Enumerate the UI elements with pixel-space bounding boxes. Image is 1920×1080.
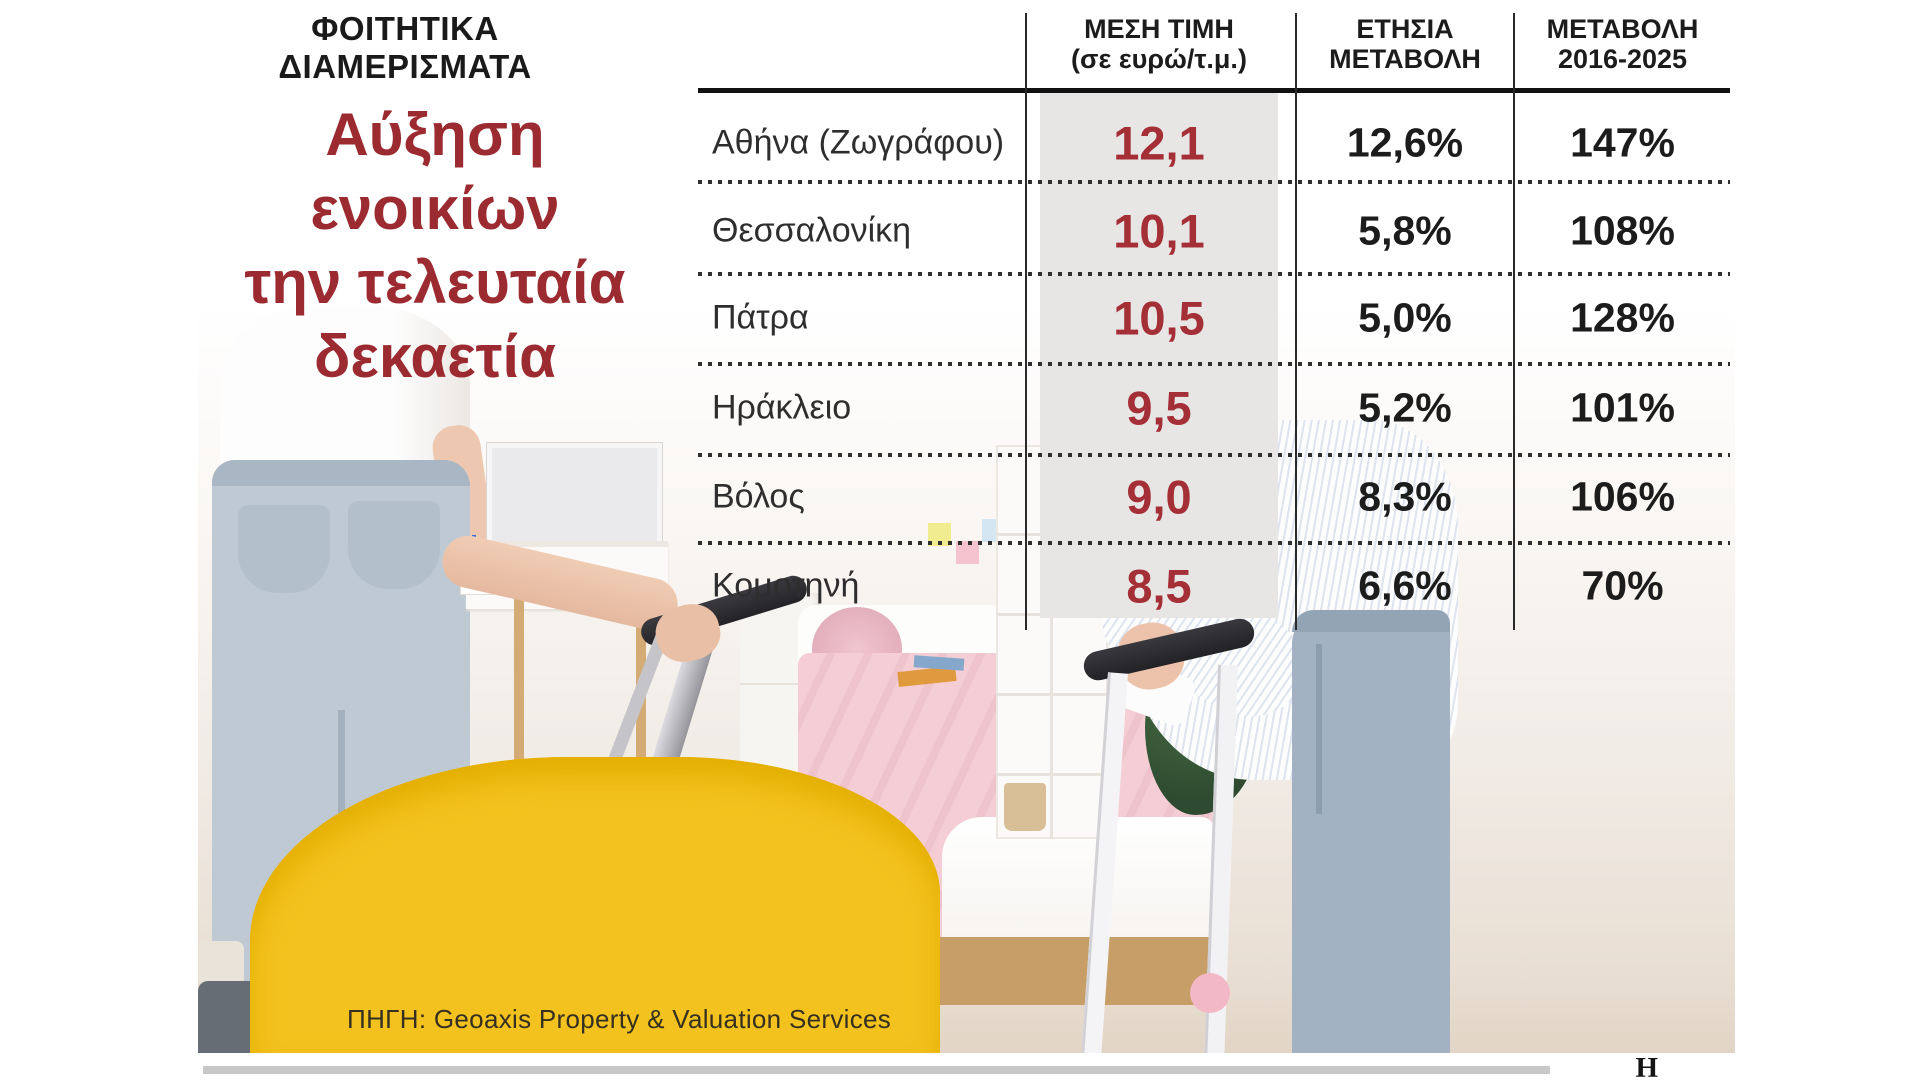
footer-rule: [203, 1066, 1550, 1074]
kicker-line-1: ΦΟΙΤΗΤΙΚΑ: [311, 10, 499, 47]
price-column-highlight: [1040, 93, 1278, 618]
decade-change-value: 108%: [1570, 207, 1675, 254]
column-divider: [1295, 13, 1297, 630]
header-annual-line1: ΕΤΗΣΙΑ: [1356, 14, 1454, 44]
annual-change-value: 6,6%: [1358, 562, 1452, 609]
yellow-beanbag-chair: [250, 757, 940, 1053]
title-line-2: ενοικίων: [310, 175, 560, 242]
city-label: Κομοτηνή: [712, 566, 860, 605]
price-value: 12,1: [1113, 116, 1205, 170]
price-value: 10,1: [1113, 204, 1205, 258]
price-value: 9,5: [1126, 381, 1192, 435]
city-label: Ηράκλειο: [712, 388, 852, 427]
kicker: ΦΟΙΤΗΤΙΚΑ ΔΙΑΜΕΡΙΣΜΑΤΑ: [210, 10, 600, 86]
decade-change-value: 101%: [1570, 384, 1675, 431]
column-divider: [1025, 13, 1027, 630]
pink-pompom: [1190, 973, 1230, 1013]
header-annual-line2: ΜΕΤΑΒΟΛΗ: [1329, 44, 1481, 74]
row-separator: [698, 180, 1730, 184]
decade-change-value: 147%: [1570, 119, 1675, 166]
price-value: 10,5: [1113, 291, 1205, 345]
title-line-4: δεκαετία: [313, 323, 557, 390]
city-label: Αθήνα (Ζωγράφου): [712, 123, 1005, 162]
kicker-line-2: ΔΙΑΜΕΡΙΣΜΑΤΑ: [278, 48, 532, 85]
decade-change-value: 106%: [1570, 473, 1675, 520]
annual-change-value: 5,2%: [1358, 384, 1452, 431]
desk-monitor: [487, 443, 662, 551]
row-separator: [698, 272, 1730, 276]
city-label: Θεσσαλονίκη: [712, 211, 912, 250]
column-header-price: ΜΕΣΗ ΤΙΜΗ (σε ευρώ/τ.μ.): [1040, 14, 1278, 74]
sticky-note: [956, 541, 979, 564]
header-decade-line2: 2016-2025: [1557, 44, 1688, 74]
annual-change-value: 12,6%: [1346, 119, 1464, 166]
annual-change-value: 8,3%: [1358, 473, 1452, 520]
annual-change-value: 5,8%: [1358, 207, 1452, 254]
row-separator: [698, 362, 1730, 366]
price-value: 9,0: [1126, 470, 1192, 524]
basket: [1004, 783, 1046, 831]
right-person-jeans: [1292, 610, 1450, 1053]
city-label: Πάτρα: [712, 298, 809, 337]
annual-change-value: 5,0%: [1358, 294, 1452, 341]
page-title: Αύξηση ενοικίων την τελευταία δεκαετία: [165, 98, 705, 394]
decade-change-value: 128%: [1570, 294, 1675, 341]
title-line-1: Αύξηση: [325, 101, 545, 168]
city-label: Βόλος: [712, 477, 805, 516]
sticky-note: [928, 523, 951, 546]
header-decade-line1: ΜΕΤΑΒΟΛΗ: [1546, 14, 1699, 44]
price-value: 8,5: [1126, 559, 1192, 613]
table-header-rule: [698, 88, 1730, 93]
jeans-pocket: [238, 505, 330, 593]
source-credit: ΠΗΓΗ: Geoaxis Property & Valuation Servi…: [347, 1004, 892, 1034]
chair-post: [514, 590, 524, 820]
column-divider: [1513, 13, 1515, 630]
newspaper-masthead: Η ΚΑΘΗΜΕΡΙΝΗ: [1635, 1052, 1659, 1080]
jeans-pocket: [348, 501, 440, 589]
column-header-decade: ΜΕΤΑΒΟΛΗ 2016-2025: [1515, 14, 1730, 74]
decade-change-value: 70%: [1581, 562, 1664, 609]
row-separator: [698, 541, 1730, 545]
row-separator: [698, 453, 1730, 457]
sofa-cushion: [198, 941, 244, 987]
title-line-3: την τελευταία: [244, 249, 626, 316]
background-photo: [198, 305, 1735, 1053]
header-price-line2: (σε ευρώ/τ.μ.): [1071, 44, 1247, 74]
column-header-annual: ΕΤΗΣΙΑ ΜΕΤΑΒΟΛΗ: [1297, 14, 1513, 74]
header-price-line1: ΜΕΣΗ ΤΙΜΗ: [1084, 14, 1234, 44]
